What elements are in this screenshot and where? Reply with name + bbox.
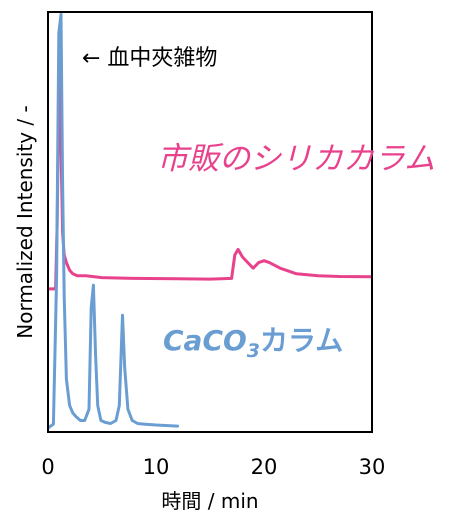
x-tick-label: 30 xyxy=(359,455,386,479)
series-label-silica: 市販のシリカカラム xyxy=(157,141,435,177)
series-layer xyxy=(48,12,372,430)
annotation-blood-contaminants: ← 血中夾雑物 xyxy=(82,46,217,71)
y-axis-title: Normalized Intensity / - xyxy=(13,105,37,339)
caco3-label-subscript: 3 xyxy=(247,340,260,362)
x-axis-ticks: 0 10 20 30 xyxy=(41,455,385,479)
x-tick-label: 20 xyxy=(251,455,278,479)
x-axis-title: 時間 / min xyxy=(161,489,258,513)
caco3-label-suffix: カラム xyxy=(260,324,343,357)
caco3-label-prefix: CaCO xyxy=(163,324,247,357)
series-label-caco3: CaCO3カラム xyxy=(163,324,343,362)
plot-frame xyxy=(47,11,373,433)
x-tick-label: 10 xyxy=(143,455,170,479)
x-tick-label: 0 xyxy=(41,455,54,479)
series-line-2 xyxy=(48,12,180,430)
